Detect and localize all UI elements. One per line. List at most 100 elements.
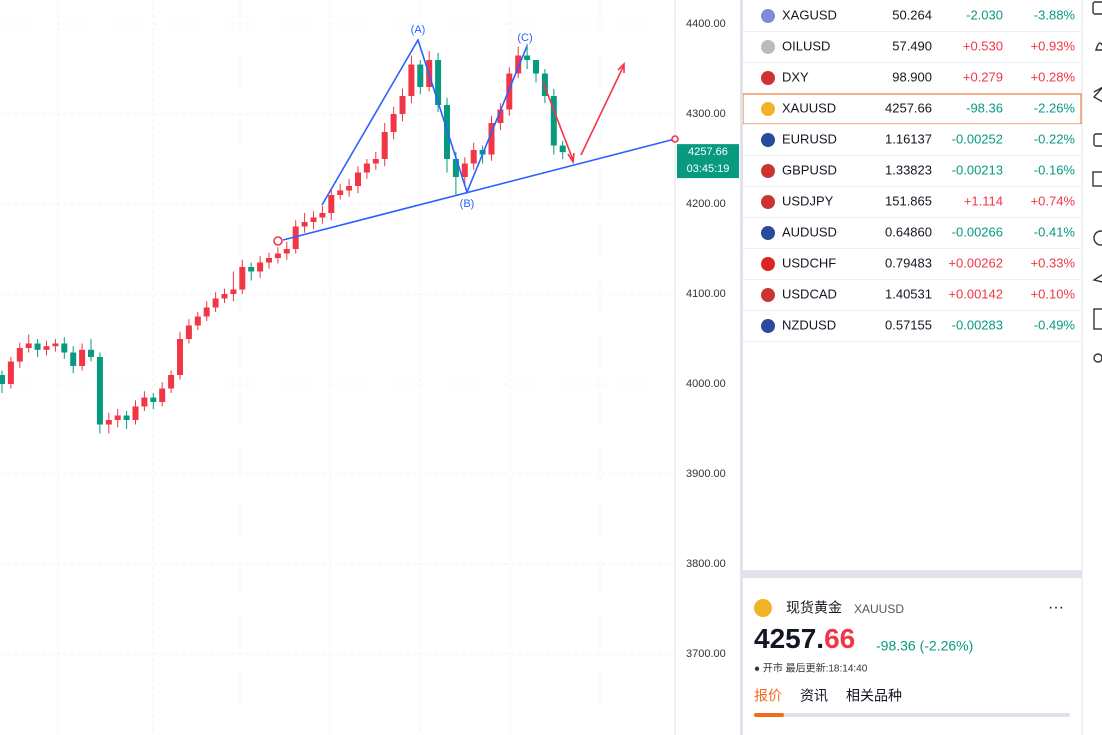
watchlist-row[interactable]: USDCHF 0.79483 +0.00262 +0.33%: [743, 255, 1082, 280]
candle-body: [34, 343, 41, 350]
candle-body: [381, 132, 388, 160]
more-button[interactable]: ···: [1048, 599, 1064, 616]
candle-body: [266, 258, 272, 263]
watchlist-row[interactable]: GBPUSD 1.33823 -0.00213 -0.16%: [743, 162, 1082, 187]
price: 151.865: [885, 193, 932, 208]
candle-body: [203, 307, 210, 317]
symbol-icon: [761, 288, 775, 302]
candle-body: [61, 343, 68, 353]
change-pct: -0.49%: [1034, 317, 1076, 332]
change: -2.030: [966, 7, 1003, 22]
change-pct: -0.41%: [1034, 224, 1076, 239]
symbol-icon: [761, 226, 775, 240]
detail-name: 现货黄金: [786, 600, 842, 616]
candle-body: [390, 114, 397, 133]
change: -98.36: [966, 100, 1003, 115]
detail-change: -98.36 (-2.26%): [876, 638, 973, 654]
candle-body: [168, 375, 175, 389]
watchlist-row[interactable]: DXY 98.900 +0.279 +0.28%: [743, 69, 1082, 94]
divider: [740, 0, 743, 735]
watchlist-row[interactable]: USDJPY 151.865 +1.114 +0.74%: [743, 193, 1082, 218]
price: 57.490: [892, 38, 932, 53]
watchlist-row[interactable]: USDCAD 1.40531 +0.00142 +0.10%: [743, 286, 1082, 311]
candle-body: [141, 397, 148, 407]
candle-body: [248, 267, 255, 272]
candle-body: [79, 349, 86, 367]
symbol: USDCHF: [782, 255, 836, 270]
symbol-icon: [761, 40, 775, 54]
price-dec: 66: [824, 623, 855, 654]
candle-body: [150, 397, 157, 403]
price-tag: [677, 144, 739, 179]
candle-body: [524, 55, 531, 61]
symbol-icon: [761, 9, 775, 23]
change: +0.00262: [948, 255, 1003, 270]
symbol-icon: [761, 195, 775, 209]
candle-body: [319, 213, 326, 218]
change-pct: +0.10%: [1031, 286, 1076, 301]
watchlist-row[interactable]: XAGUSD 50.264 -2.030 -3.88%: [743, 7, 1082, 32]
change-pct: -0.16%: [1034, 162, 1076, 177]
symbol: XAUUSD: [782, 100, 836, 115]
candle-body: [372, 159, 379, 164]
price: 1.40531: [885, 286, 932, 301]
candle-body: [88, 349, 94, 358]
symbol-icon: [761, 319, 775, 333]
wave-label: (A): [411, 24, 426, 36]
candle-body: [123, 415, 130, 421]
symbol: EURUSD: [782, 131, 837, 146]
candle-body: [283, 249, 290, 254]
y-tick-label: 3700.00: [686, 648, 726, 660]
price: 0.79483: [885, 255, 932, 270]
candle-body: [506, 73, 513, 110]
watchlist: XAGUSD 50.264 -2.030 -3.88% OILUSD 57.490 +0.5…: [742, 7, 1082, 342]
candle-body: [212, 298, 219, 308]
candle-body: [177, 339, 183, 376]
tab[interactable]: 报价: [754, 688, 782, 704]
price: 1.16137: [885, 131, 932, 146]
symbol: USDCAD: [782, 286, 837, 301]
watchlist-row[interactable]: AUDUSD 0.64860 -0.00266 -0.41%: [743, 224, 1082, 249]
candle-body: [452, 159, 459, 178]
tab-underline: [754, 713, 784, 717]
symbol-icon: [761, 71, 775, 85]
candle-body: [0, 375, 5, 385]
symbol-icon: [761, 133, 775, 147]
candle-body: [221, 294, 228, 299]
wave-label: (C): [517, 32, 532, 44]
chart: 3700.00 3800.00 3900.00 4000.00 4100.00 4200.…: [0, 0, 739, 735]
candle-body: [435, 60, 442, 106]
change: -0.00213: [952, 162, 1003, 177]
change-pct: +0.28%: [1031, 69, 1076, 84]
watchlist-row[interactable]: OILUSD 57.490 +0.530 +0.93%: [743, 38, 1082, 63]
change-pct: +0.74%: [1031, 193, 1076, 208]
candle-body: [185, 325, 192, 340]
candle-body: [194, 316, 201, 326]
candle-body: [159, 388, 166, 403]
change: +0.279: [963, 69, 1003, 84]
watchlist-row[interactable]: NZDUSD 0.57155 -0.00283 -0.49%: [743, 317, 1082, 342]
candle-body: [96, 357, 103, 425]
candle-body: [7, 361, 14, 385]
toolbar[interactable]: [1092, 1, 1102, 363]
tab[interactable]: 相关品种: [846, 688, 902, 704]
watchlist-row[interactable]: XAUUSD 4257.66 -98.36 -2.26%: [742, 93, 1082, 125]
detail-price: 4257.66: [754, 623, 855, 654]
tab[interactable]: 资讯: [800, 688, 828, 704]
change: -0.00266: [952, 224, 1003, 239]
symbol-icon: [761, 257, 775, 271]
symbol: GBPUSD: [782, 162, 837, 177]
candle-body: [497, 109, 504, 124]
drawings: [273, 38, 679, 246]
candle-body: [337, 190, 344, 196]
countdown: 03:45:19: [687, 163, 730, 175]
candle-body: [488, 123, 495, 155]
price-int: 4257.: [754, 623, 824, 654]
candle-body: [310, 217, 317, 223]
price: 98.900: [892, 69, 932, 84]
symbol: XAGUSD: [782, 7, 837, 22]
candle-body: [470, 150, 477, 164]
watchlist-row[interactable]: EURUSD 1.16137 -0.00252 -0.22%: [743, 131, 1082, 156]
price: 0.57155: [885, 317, 932, 332]
divider: [743, 570, 1082, 578]
